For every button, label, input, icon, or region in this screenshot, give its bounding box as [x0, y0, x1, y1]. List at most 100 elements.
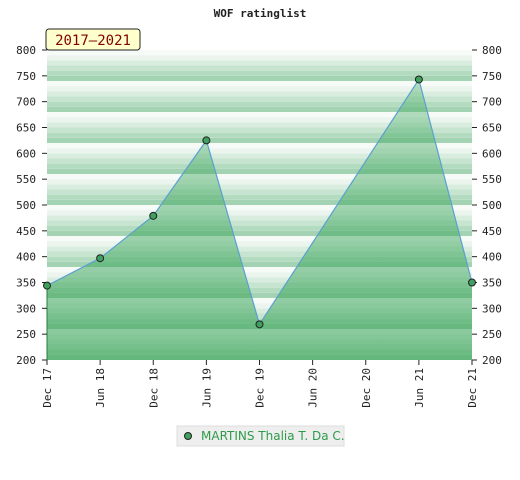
- x-tick-label: Dec 20: [360, 368, 373, 408]
- background-band: [47, 91, 472, 97]
- y-tick-label-right: 200: [482, 354, 502, 367]
- background-bands: [47, 50, 472, 360]
- background-band: [47, 153, 472, 159]
- y-tick-label-right: 250: [482, 328, 502, 341]
- y-tick-label-right: 300: [482, 302, 502, 315]
- background-band: [47, 205, 472, 211]
- background-band: [47, 137, 472, 143]
- y-tick-label-left: 450: [16, 225, 36, 238]
- y-tick-label-right: 600: [482, 147, 502, 160]
- y-tick-label-left: 400: [16, 251, 36, 264]
- background-band: [47, 282, 472, 288]
- background-band: [47, 215, 472, 221]
- y-tick-label-left: 750: [16, 70, 36, 83]
- background-band: [47, 81, 472, 87]
- background-band: [47, 168, 472, 174]
- y-tick-label-left: 700: [16, 96, 36, 109]
- background-band: [47, 194, 472, 200]
- legend: MARTINS Thalia T. Da C.: [176, 425, 345, 447]
- background-band: [47, 298, 472, 304]
- background-band: [47, 303, 472, 309]
- background-band: [47, 106, 472, 112]
- y-tick-label-left: 300: [16, 302, 36, 315]
- background-band: [47, 117, 472, 123]
- x-tick-label: Jun 20: [307, 368, 320, 408]
- y-tick-label-right: 350: [482, 277, 502, 290]
- background-band: [47, 210, 472, 216]
- background-band: [47, 246, 472, 252]
- y-tick-label-right: 550: [482, 173, 502, 186]
- background-band: [47, 251, 472, 257]
- y-tick-label-left: 500: [16, 199, 36, 212]
- background-band: [47, 148, 472, 154]
- y-tick-label-left: 200: [16, 354, 36, 367]
- period-badge: 2017–2021: [45, 28, 141, 51]
- background-band: [47, 267, 472, 273]
- data-point: [43, 281, 51, 290]
- period-badge-text: 2017–2021: [55, 33, 131, 49]
- background-band: [47, 60, 472, 66]
- y-tick-label-right: 650: [482, 122, 502, 135]
- background-band: [47, 65, 472, 71]
- background-band: [47, 70, 472, 76]
- background-band: [47, 158, 472, 164]
- data-point: [255, 320, 264, 329]
- background-band: [47, 308, 472, 314]
- y-tick-label-right: 500: [482, 199, 502, 212]
- background-band: [47, 127, 472, 133]
- background-band: [47, 75, 472, 81]
- y-tick-label-right: 750: [482, 70, 502, 83]
- x-tick-label: Jun 19: [200, 368, 213, 408]
- background-band: [47, 132, 472, 138]
- y-tick-label-left: 650: [16, 122, 36, 135]
- background-band: [47, 225, 472, 231]
- x-tick-label: Dec 21: [466, 368, 479, 408]
- background-band: [47, 143, 472, 149]
- background-band: [47, 272, 472, 278]
- y-tick-label-left: 250: [16, 328, 36, 341]
- background-band: [47, 96, 472, 102]
- x-tick-label: Jun 21: [413, 368, 426, 408]
- background-band: [47, 55, 472, 61]
- x-tick-label: Dec 18: [147, 368, 160, 408]
- y-tick-label-right: 400: [482, 251, 502, 264]
- background-band: [47, 179, 472, 185]
- background-band: [47, 184, 472, 190]
- y-tick-label-left: 800: [16, 44, 36, 57]
- background-band: [47, 86, 472, 92]
- x-tick-label: Dec 17: [41, 368, 54, 408]
- y-tick-label-right: 800: [482, 44, 502, 57]
- x-tick-label: Dec 19: [254, 368, 267, 408]
- background-band: [47, 277, 472, 283]
- chart-title: WOF ratinglist: [214, 7, 307, 20]
- data-point: [96, 254, 105, 263]
- background-band: [47, 292, 472, 298]
- y-tick-label-right: 450: [482, 225, 502, 238]
- y-tick-label-right: 700: [482, 96, 502, 109]
- background-band: [47, 236, 472, 242]
- background-band: [47, 230, 472, 236]
- series-area: [47, 79, 472, 360]
- data-point: [468, 278, 476, 287]
- y-tick-label-left: 550: [16, 173, 36, 186]
- background-band: [47, 261, 472, 267]
- background-band: [47, 241, 472, 247]
- y-tick-label-left: 600: [16, 147, 36, 160]
- background-band: [47, 199, 472, 205]
- background-band: [47, 287, 472, 293]
- data-point: [414, 75, 423, 84]
- background-band: [47, 122, 472, 128]
- background-band: [47, 313, 472, 319]
- series-markers: [43, 75, 476, 329]
- data-point: [202, 136, 211, 145]
- y-axis-left: 200 250 300 350 400 450 500 550 600 650 700 750 800: [16, 44, 47, 367]
- background-band: [47, 163, 472, 169]
- background-band: [47, 101, 472, 107]
- y-axis-right: 200 250 300 350 400 450 500 550 600 650 700 750 800: [472, 44, 502, 367]
- background-band: [47, 112, 472, 118]
- legend-marker: [184, 432, 192, 440]
- x-tick-label: Jun 18: [94, 368, 107, 408]
- background-band: [47, 220, 472, 226]
- background-band: [47, 50, 472, 56]
